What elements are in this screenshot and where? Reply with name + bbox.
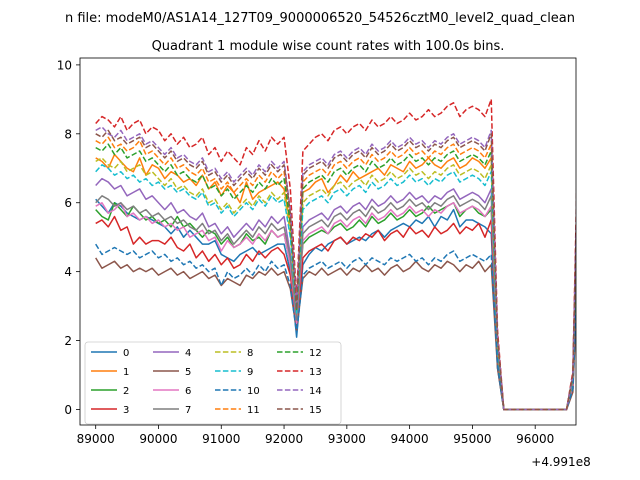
series-line-9 (95, 164, 576, 411)
legend-label-8: 8 (247, 348, 253, 359)
legend-label-0: 0 (123, 348, 129, 359)
x-tick-label: 91000 (202, 432, 240, 446)
legend-label-6: 6 (185, 386, 191, 397)
x-tick-label: 95000 (453, 432, 491, 446)
series-line-7 (95, 195, 576, 411)
series-line-3 (95, 215, 576, 411)
legend-label-11: 11 (247, 405, 260, 416)
x-axis: 89000 90000 91000 92000 93000 94000 95000 96000 (77, 425, 554, 446)
axes-frame (79, 57, 577, 426)
legend-label-1: 1 (123, 367, 129, 378)
y-tick-label: 8 (64, 127, 72, 141)
series-line-0 (95, 198, 576, 411)
plot-area (79, 57, 577, 426)
y-tick-label: 4 (64, 265, 72, 279)
figure-suptitle: n file: modeM0/AS1A14_127T09_9000006520_… (65, 11, 575, 26)
y-tick-label: 2 (64, 334, 72, 348)
legend-label-10: 10 (247, 386, 260, 397)
x-tick-label: 90000 (139, 432, 177, 446)
legend-label-7: 7 (185, 405, 191, 416)
x-offset-label: +4.991e8 (531, 455, 590, 469)
y-tick-label: 10 (57, 58, 72, 72)
legend-label-5: 5 (185, 367, 191, 378)
legend-label-9: 9 (247, 367, 253, 378)
legend-label-14: 14 (309, 386, 322, 397)
legend-label-4: 4 (185, 348, 191, 359)
series-line-5 (95, 257, 576, 411)
axes-title: Quadrant 1 module wise count rates with … (152, 39, 505, 54)
series-line-4 (95, 177, 576, 411)
legend-box (84, 341, 342, 425)
x-tick-label: 96000 (516, 432, 554, 446)
legend-label-3: 3 (123, 405, 129, 416)
x-tick-label: 89000 (77, 432, 115, 446)
series-line-10 (95, 243, 576, 411)
y-axis: 0 2 4 6 8 10 (57, 58, 80, 417)
y-tick-label: 6 (64, 196, 72, 210)
x-tick-label: 92000 (265, 432, 303, 446)
series-line-8 (95, 157, 576, 411)
legend-label-2: 2 (123, 386, 129, 397)
y-tick-label: 0 (64, 403, 72, 417)
legend-label-12: 12 (309, 348, 322, 359)
series-line-12 (95, 143, 576, 411)
series-line-1 (95, 153, 576, 411)
legend-label-15: 15 (309, 405, 322, 416)
series-line-15 (95, 129, 576, 411)
series-layer (95, 98, 576, 411)
series-line-14 (95, 126, 576, 411)
x-tick-label: 94000 (391, 432, 429, 446)
series-line-6 (95, 201, 576, 411)
series-line-13 (95, 98, 576, 411)
legend-label-13: 13 (309, 367, 322, 378)
series-line-11 (95, 136, 576, 411)
x-tick-label: 93000 (328, 432, 366, 446)
